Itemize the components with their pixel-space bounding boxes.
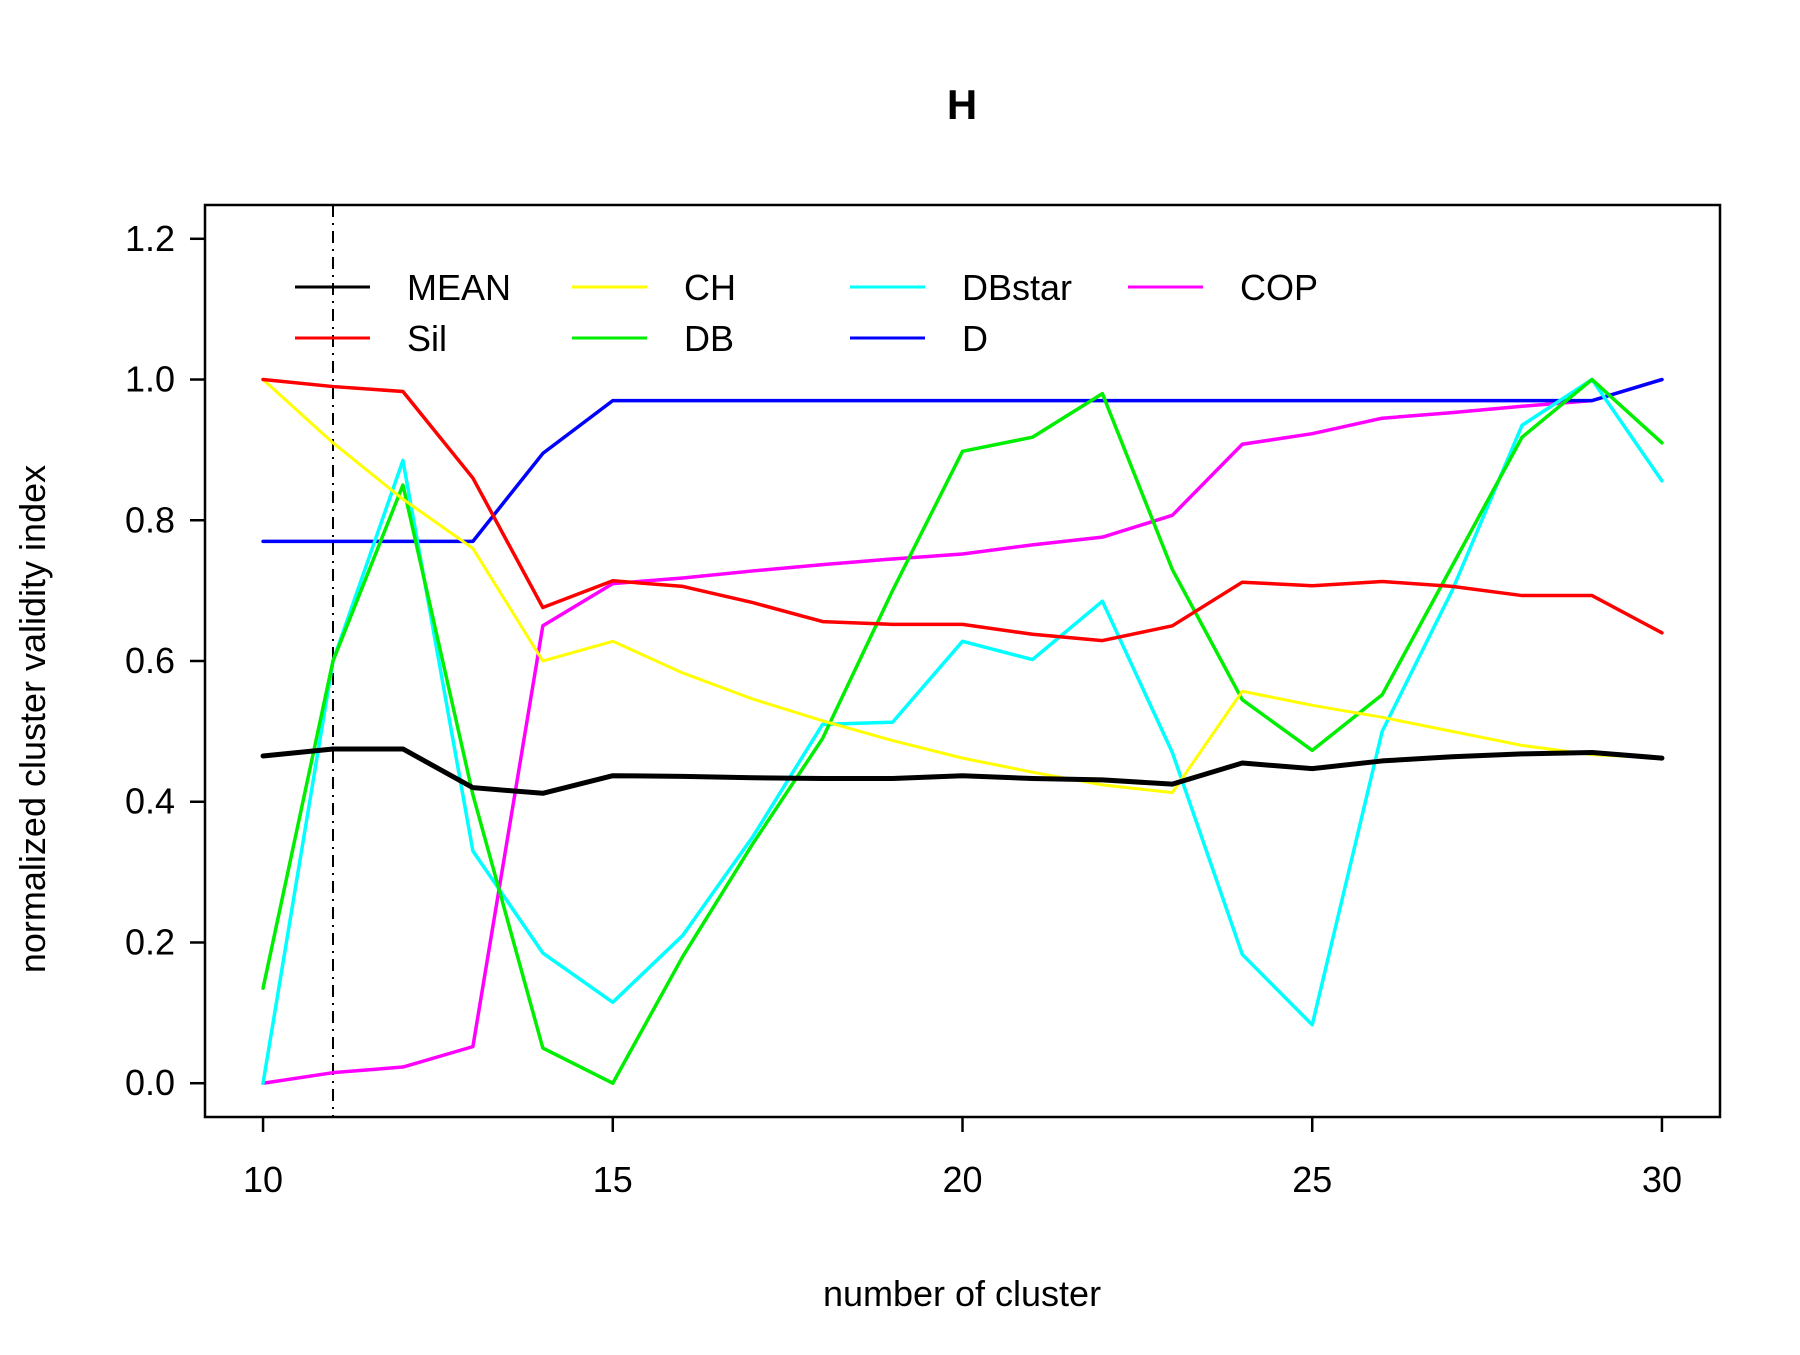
legend-label: MEAN [407, 267, 511, 308]
legend-entry-db: DB [572, 318, 734, 359]
legend-label: Sil [407, 318, 447, 359]
legend-entry-dbstar: DBstar [850, 267, 1072, 308]
y-tick-label: 1.2 [125, 218, 175, 259]
x-tick-label: 15 [593, 1159, 633, 1200]
y-tick-label: 0.0 [125, 1062, 175, 1103]
legend-entry-sil: Sil [295, 318, 447, 359]
y-axis-label: normalized cluster validity index [12, 465, 53, 973]
y-tick-label: 0.2 [125, 921, 175, 962]
legend-label: DB [684, 318, 734, 359]
x-axis-label: number of cluster [823, 1273, 1101, 1314]
y-tick-label: 0.6 [125, 640, 175, 681]
y-tick-label: 0.4 [125, 781, 175, 822]
series-line-d [261, 377, 1664, 544]
series-line-sil [261, 377, 1664, 643]
plot-layer: 10 15 20 25 30 0.0 0.2 0.4 0.6 0.8 1.0 1.2 [125, 205, 1682, 1200]
legend-label: COP [1240, 267, 1318, 308]
y-tick-label: 0.8 [125, 499, 175, 540]
series-line-ch [261, 378, 1664, 795]
legend-label: DBstar [962, 267, 1072, 308]
x-tick-label: 25 [1292, 1159, 1332, 1200]
legend-label: CH [684, 267, 736, 308]
legend-label: D [962, 318, 988, 359]
series-line-db [261, 377, 1664, 1085]
x-tick-label: 20 [942, 1159, 982, 1200]
series-line-cop [261, 377, 1664, 1085]
x-tick-label: 10 [243, 1159, 283, 1200]
legend-entry-ch: CH [572, 267, 736, 308]
legend: MEAN Sil CH DB DBstar D COP [295, 267, 1318, 359]
legend-entry-d: D [850, 318, 988, 359]
legend-entry-mean: MEAN [295, 267, 511, 308]
legend-entry-cop: COP [1128, 267, 1318, 308]
x-tick-label: 30 [1642, 1159, 1682, 1200]
chart-title: H [947, 81, 977, 128]
y-tick-label: 1.0 [125, 359, 175, 400]
plot-frame [203, 203, 1722, 1119]
series-line-mean [260, 746, 1665, 796]
